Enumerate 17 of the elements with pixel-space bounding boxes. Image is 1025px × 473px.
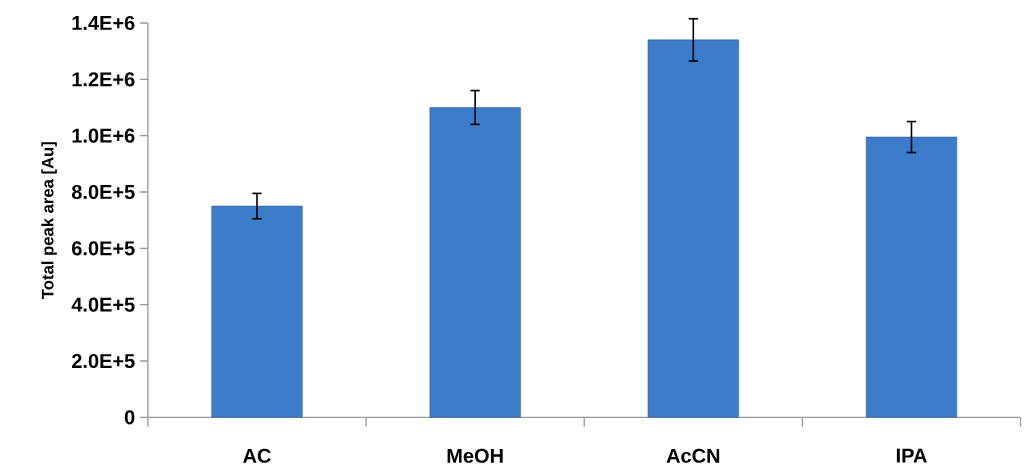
- x-tick-label: MeOH: [447, 448, 503, 464]
- y-tick-label: 8.0E+5: [71, 185, 135, 200]
- y-tick-label: 1.0E+6: [72, 128, 135, 143]
- bar: [211, 205, 303, 418]
- y-axis-title: Total peak area [Au]: [41, 142, 57, 300]
- y-tick-label: 2.0E+5: [71, 354, 135, 369]
- y-tick-label: 0: [124, 410, 135, 425]
- y-tick-label: 1.2E+6: [72, 72, 135, 87]
- y-tick-label: 6.0E+5: [72, 241, 135, 256]
- x-tick-label: IPA: [896, 448, 927, 463]
- bar: [429, 107, 521, 418]
- x-tick-label: AC: [243, 448, 271, 464]
- bar: [647, 39, 739, 418]
- x-tick-label: AcCN: [666, 448, 720, 464]
- bar: [865, 136, 958, 418]
- y-tick-label: 4.0E+5: [71, 297, 135, 312]
- y-tick-label: 1.4E+6: [72, 16, 135, 31]
